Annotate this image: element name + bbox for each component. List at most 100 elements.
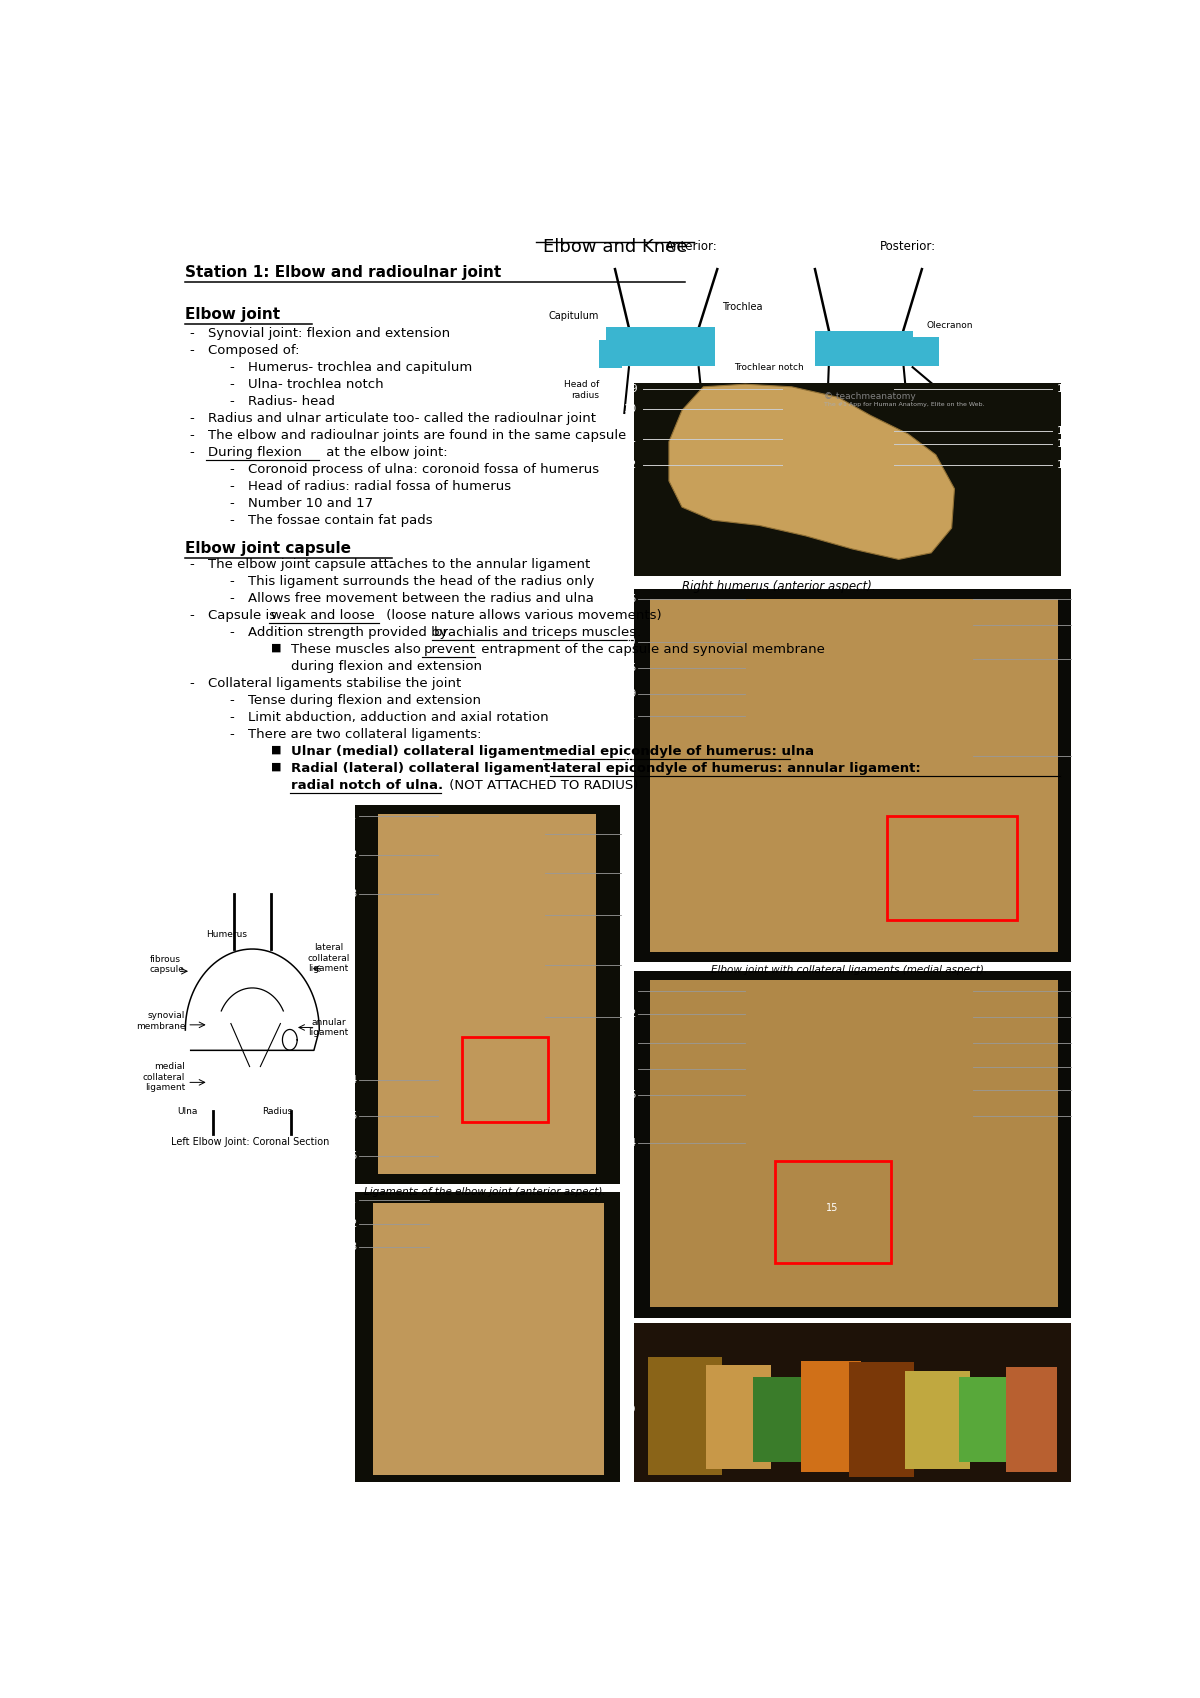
Text: 2: 2 [350, 851, 356, 859]
Text: Station 1: Elbow and radioulnar joint: Station 1: Elbow and radioulnar joint [185, 265, 502, 280]
Text: 9: 9 [631, 384, 637, 394]
Text: -: - [229, 576, 234, 588]
Text: fibrous
capsule: fibrous capsule [150, 954, 185, 975]
Polygon shape [668, 384, 954, 559]
Text: 5: 5 [350, 1112, 356, 1121]
Text: 20: 20 [623, 637, 636, 647]
Text: -: - [229, 479, 234, 492]
Text: Posterior:: Posterior: [880, 241, 936, 253]
Text: 10: 10 [623, 754, 636, 764]
FancyBboxPatch shape [850, 1362, 914, 1477]
Text: Collateral ligaments stabilise the joint: Collateral ligaments stabilise the joint [208, 678, 461, 689]
FancyBboxPatch shape [378, 815, 596, 1173]
Text: annular
ligament: annular ligament [308, 1017, 349, 1037]
Text: 6: 6 [629, 594, 636, 603]
Text: Radius- head: Radius- head [247, 394, 335, 408]
Text: Head of
radius: Head of radius [564, 380, 599, 399]
Text: Left Elbow Joint: Coronal Section: Left Elbow Joint: Coronal Section [172, 1138, 330, 1148]
Text: Ulnar (medial) collateral ligament-: Ulnar (medial) collateral ligament- [292, 745, 556, 757]
Text: -: - [190, 411, 194, 424]
Text: Number 10 and 17: Number 10 and 17 [247, 496, 373, 509]
Text: Humerus- trochlea and capitulum: Humerus- trochlea and capitulum [247, 360, 472, 374]
Text: 11: 11 [624, 435, 637, 445]
FancyBboxPatch shape [599, 340, 623, 368]
Text: -: - [229, 394, 234, 408]
Text: medial
collateral
ligament: medial collateral ligament [143, 1063, 185, 1092]
Text: The #1 App for Human Anatomy, Elite on the Web.: The #1 App for Human Anatomy, Elite on t… [824, 402, 985, 408]
FancyBboxPatch shape [634, 589, 1070, 963]
Text: .: . [636, 627, 641, 638]
Text: 1: 1 [1073, 594, 1079, 603]
FancyBboxPatch shape [650, 980, 1057, 1307]
Text: -: - [190, 326, 194, 340]
Text: 14: 14 [623, 1065, 636, 1075]
Text: Right humerus (anterior aspect).: Right humerus (anterior aspect). [682, 581, 876, 593]
Text: -: - [229, 593, 234, 604]
Text: Head of radius: radial fossa of humerus: Head of radius: radial fossa of humerus [247, 479, 511, 492]
Text: entrapment of the capsule and synovial membrane: entrapment of the capsule and synovial m… [478, 644, 826, 655]
Text: © teachmeanatomy: © teachmeanatomy [824, 392, 916, 401]
Text: 17: 17 [1073, 1037, 1085, 1048]
Text: -: - [229, 728, 234, 740]
FancyBboxPatch shape [752, 1377, 809, 1462]
Text: 4: 4 [350, 1075, 356, 1085]
Text: (NOT ATTACHED TO RADIUS): (NOT ATTACHED TO RADIUS) [445, 779, 638, 791]
Text: Trochlear notch: Trochlear notch [734, 363, 804, 372]
Text: -: - [229, 496, 234, 509]
Text: 12: 12 [624, 460, 637, 470]
Text: 18: 18 [1073, 1085, 1085, 1095]
Text: 16: 16 [1073, 987, 1085, 995]
FancyBboxPatch shape [373, 1202, 604, 1474]
Text: -: - [229, 513, 234, 526]
Text: Composed of:: Composed of: [208, 343, 299, 357]
Text: 7: 7 [623, 829, 629, 839]
Text: Tense during flexion and extension: Tense during flexion and extension [247, 694, 481, 706]
Text: (loose nature allows various movements): (loose nature allows various movements) [382, 610, 661, 621]
Text: 6: 6 [350, 1151, 356, 1161]
Text: -: - [190, 445, 194, 458]
Text: 9: 9 [629, 689, 636, 700]
Text: The elbow and radioulnar joints are found in the same capsule: The elbow and radioulnar joints are foun… [208, 428, 626, 441]
Text: 10: 10 [624, 404, 637, 414]
Text: ■: ■ [271, 762, 281, 773]
Text: 19: 19 [1073, 751, 1085, 761]
Text: Ulna- trochlea notch: Ulna- trochlea notch [247, 377, 383, 391]
FancyBboxPatch shape [355, 1192, 619, 1482]
Text: Coronoid process of ulna: coronoid fossa of humerus: Coronoid process of ulna: coronoid fossa… [247, 462, 599, 475]
Text: 11: 11 [623, 1012, 635, 1022]
Text: 10: 10 [623, 959, 635, 970]
Text: 8: 8 [1073, 654, 1079, 664]
FancyBboxPatch shape [706, 1365, 772, 1469]
Text: medial epicondyle of humerus: ulna: medial epicondyle of humerus: ulna [545, 745, 815, 757]
Text: -: - [229, 377, 234, 391]
Text: ■: ■ [271, 644, 281, 652]
Text: 1: 1 [629, 711, 636, 722]
Text: 6: 6 [629, 1090, 636, 1100]
FancyBboxPatch shape [355, 805, 619, 1185]
Text: Trochlea: Trochlea [722, 302, 762, 312]
Text: -: - [190, 559, 194, 571]
Text: 20: 20 [624, 1404, 636, 1414]
Text: Addition strength provided by: Addition strength provided by [247, 627, 451, 638]
Text: Elbow joint: Elbow joint [185, 307, 281, 323]
Text: 8: 8 [623, 868, 629, 878]
Text: 7: 7 [1073, 1012, 1079, 1022]
Text: The elbow joint capsule attaches to the annular ligament: The elbow joint capsule attaches to the … [208, 559, 590, 571]
Text: Anterior:: Anterior: [666, 241, 718, 253]
Text: Ligaments of the elbow joint (anterior aspect).: Ligaments of the elbow joint (anterior a… [364, 1187, 606, 1197]
Text: prevent: prevent [424, 644, 475, 655]
Text: There are two collateral ligaments:: There are two collateral ligaments: [247, 728, 481, 740]
Text: -: - [190, 678, 194, 689]
Text: 1: 1 [350, 1195, 356, 1206]
FancyBboxPatch shape [650, 599, 1057, 951]
Text: 18: 18 [1057, 440, 1070, 450]
Text: -: - [190, 428, 194, 441]
Text: 6: 6 [1073, 1112, 1079, 1121]
Text: Radial (lateral) collateral ligament-: Radial (lateral) collateral ligament- [292, 762, 560, 774]
FancyBboxPatch shape [634, 971, 1070, 1318]
FancyBboxPatch shape [905, 1372, 971, 1469]
Text: 5: 5 [629, 662, 636, 672]
Text: 16: 16 [1057, 384, 1070, 394]
FancyBboxPatch shape [634, 1323, 1070, 1482]
Text: 13: 13 [623, 1037, 636, 1048]
